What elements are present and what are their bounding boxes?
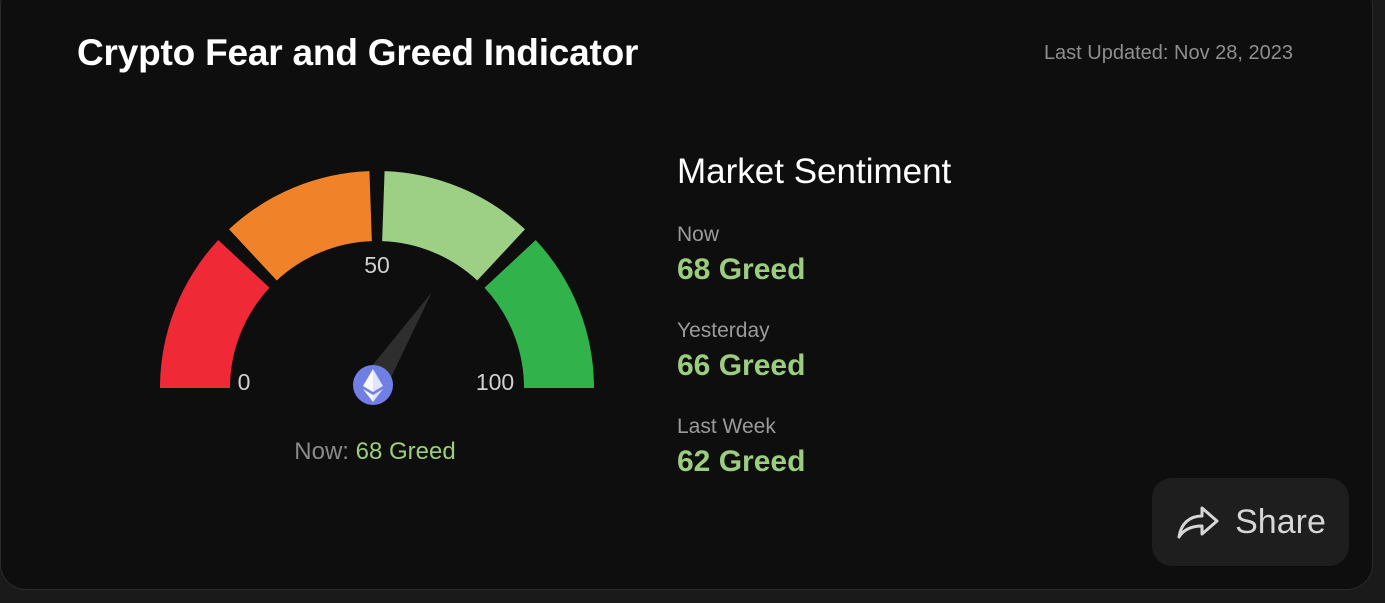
gauge-segments [160, 171, 594, 388]
sentiment-row-yesterday: Yesterday 66 Greed [677, 320, 805, 381]
share-arrow-icon [1175, 503, 1221, 541]
share-label: Share [1235, 502, 1326, 541]
sentiment-row-label: Now [677, 223, 720, 246]
sentiment-row-value: 62 Greed [677, 445, 806, 478]
sentiment-row-label: Yesterday [677, 319, 770, 342]
gauge-caption-value: 68 Greed [355, 438, 456, 465]
gauge-caption-label: Now: [294, 438, 349, 465]
sentiment-row-now: Now 68 Greed [677, 224, 805, 285]
fear-greed-gauge: 0 50 100 [160, 171, 594, 405]
sentiment-row-last-week: Last Week 62 Greed [677, 416, 805, 477]
market-sentiment-title: Market Sentiment [677, 152, 952, 191]
market-sentiment-panel: Market Sentiment Now 68 Greed Yesterday … [677, 152, 952, 477]
gauge-segment [382, 171, 525, 281]
page-title: Crypto Fear and Greed Indicator [77, 32, 639, 73]
gauge-segment [229, 171, 372, 281]
last-updated-text: Last Updated: Nov 28, 2023 [1043, 42, 1293, 64]
gauge-caption: Now: 68 Greed [150, 438, 600, 466]
gauge-tick-mid: 50 [364, 252, 390, 278]
share-button[interactable]: Share [1152, 478, 1349, 566]
sentiment-row-value: 66 Greed [677, 349, 806, 382]
gauge-tick-min: 0 [238, 369, 251, 395]
sentiment-row-label: Last Week [677, 415, 776, 438]
gauge-segment [160, 240, 270, 388]
sentiment-row-value: 68 Greed [677, 253, 806, 286]
gauge-segment [484, 240, 594, 388]
ethereum-icon [353, 365, 393, 405]
gauge-tick-max: 100 [476, 369, 514, 395]
